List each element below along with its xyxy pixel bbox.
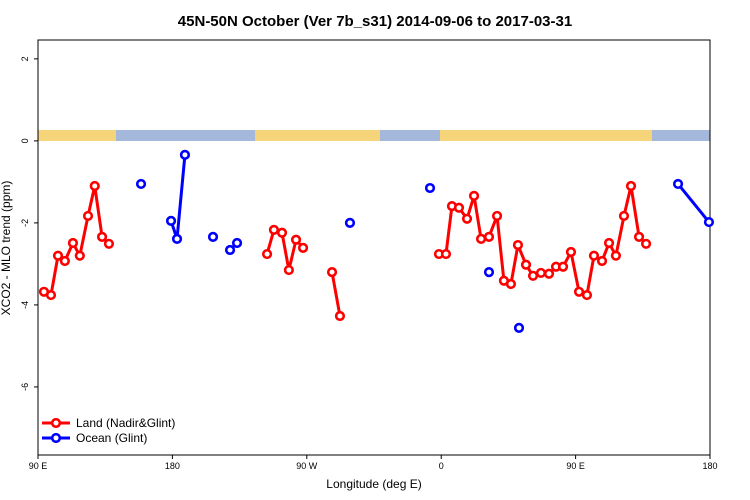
point — [52, 250, 64, 261]
point — [344, 217, 356, 228]
point — [625, 180, 637, 192]
point — [276, 227, 288, 238]
point — [475, 233, 487, 244]
x-tick-label: 90 W — [296, 461, 318, 471]
series-line — [438, 185, 648, 298]
point — [261, 248, 273, 260]
series-line — [43, 185, 111, 298]
point — [59, 255, 70, 267]
legend-marker — [50, 417, 62, 429]
x-tick-label: 180 — [702, 461, 717, 471]
point — [440, 248, 452, 260]
y-tick-label: 0 — [20, 138, 30, 143]
point — [334, 310, 346, 322]
point — [207, 231, 219, 242]
x-tick-label: 0 — [439, 461, 444, 471]
point — [535, 267, 547, 279]
point — [557, 261, 569, 272]
land-ocean-strip — [38, 130, 710, 141]
point — [672, 178, 684, 190]
point — [483, 231, 495, 242]
point — [573, 286, 585, 297]
legend-marker — [50, 432, 62, 444]
legend-label: Ocean (Glint) — [76, 431, 147, 445]
y-axis-label: XCO2 - MLO trend (ppm) — [0, 181, 13, 316]
point — [543, 268, 555, 279]
y-tick-label: -4 — [20, 301, 30, 309]
point — [703, 216, 715, 228]
point — [326, 267, 338, 278]
point — [618, 210, 630, 222]
point — [135, 178, 147, 190]
point — [268, 224, 280, 235]
point — [424, 182, 436, 194]
x-tick-label: 90 E — [29, 461, 48, 471]
point — [588, 250, 600, 261]
point — [640, 238, 652, 249]
point — [483, 267, 495, 278]
point — [165, 215, 177, 226]
y-tick-label: -6 — [20, 383, 30, 391]
point — [224, 244, 236, 256]
point — [67, 237, 79, 249]
point — [491, 210, 503, 222]
point — [283, 264, 294, 276]
point — [171, 233, 183, 244]
point — [565, 246, 577, 258]
series-line — [330, 271, 342, 317]
point — [596, 255, 608, 267]
point — [96, 231, 108, 242]
plot-frame — [37, 39, 711, 456]
point — [461, 213, 473, 224]
point — [297, 242, 309, 254]
point — [520, 259, 532, 270]
series-line — [169, 154, 187, 240]
point — [290, 234, 302, 245]
x-tick-label: 90 E — [566, 461, 585, 471]
point — [82, 210, 94, 222]
point — [74, 250, 85, 261]
x-axis-label: Longitude (deg E) — [326, 477, 421, 491]
point — [513, 322, 525, 333]
point — [231, 237, 243, 249]
point — [512, 239, 524, 251]
point — [610, 250, 622, 261]
point — [633, 231, 645, 242]
legend-label: Land (Nadir&Glint) — [76, 416, 175, 430]
point — [453, 202, 465, 213]
y-tick-label: -2 — [20, 219, 30, 227]
point — [103, 238, 115, 249]
chart-title: 45N-50N October (Ver 7b_s31) 2014-09-06 … — [178, 13, 572, 30]
point — [527, 270, 539, 281]
point — [581, 289, 593, 301]
point — [45, 289, 57, 301]
point — [505, 278, 517, 290]
point — [468, 190, 480, 201]
x-tick-label: 180 — [165, 461, 180, 471]
point — [179, 149, 191, 160]
y-tick-label: 2 — [20, 56, 30, 61]
point — [89, 180, 100, 192]
series-line — [676, 182, 711, 224]
point — [603, 237, 615, 249]
